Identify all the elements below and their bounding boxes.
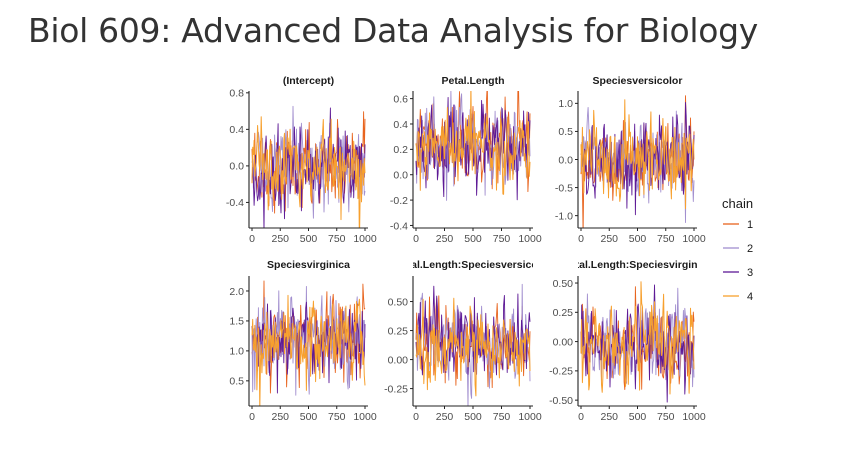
y-tick-label: -1.0 [555, 210, 573, 222]
x-tick-label: 1000 [353, 411, 377, 423]
y-tick-label: 0.50 [388, 296, 409, 308]
y-tick-label: 0.5 [229, 376, 244, 388]
title-versicolor: Speciesversicolor [593, 75, 683, 87]
y-tick-label: 0.25 [388, 325, 409, 337]
x-tick-label: 0 [578, 411, 584, 423]
y-tick-label: 0.50 [553, 278, 574, 290]
x-tick-label: 250 [271, 233, 289, 245]
x-tick-label: 500 [300, 233, 318, 245]
x-tick-label: 750 [328, 411, 346, 423]
x-tick-label: 500 [629, 233, 647, 245]
legend-label-1: 1 [747, 219, 753, 231]
x-tick-label: 0 [413, 411, 419, 423]
trace-panel: -1.0 -0.5 0.0 0.5 1.0 0 250 500 750 1000 Speciesve… [555, 75, 706, 245]
y-tick-label: 0.5 [558, 126, 573, 138]
trace-line-chain-4 [580, 281, 695, 395]
y-tick-label: 2.0 [229, 286, 244, 298]
legend-label-3: 3 [747, 267, 753, 279]
x-tick-label: 500 [464, 411, 482, 423]
title-pl-versicolor: Petal.Length:Speciesversicolor [395, 259, 551, 271]
y-tick-label: -0.25 [384, 383, 408, 395]
x-tick-label: 750 [493, 233, 511, 245]
x-tick-label: 750 [328, 233, 346, 245]
legend-label-4: 4 [747, 291, 753, 303]
legend: chain 1 2 3 4 [722, 196, 753, 303]
x-tick-label: 0 [578, 233, 584, 245]
trace-panel: 0.5 1.0 1.5 2.0 0 250 500 750 1000 Speciesvirgini… [229, 259, 376, 423]
y-tick-label: -0.2 [390, 195, 408, 207]
x-tick-label: 250 [436, 411, 454, 423]
trace-line-chain-3 [415, 285, 531, 376]
y-tick-label: 0.6 [393, 93, 408, 105]
x-tick-label: 0 [249, 411, 255, 423]
x-tick-label: 1000 [518, 233, 542, 245]
x-tick-label: 500 [300, 411, 318, 423]
trace-panel: -0.50 -0.25 0.00 0.25 0.50 0 250 500 750 1000 Peta… [549, 259, 713, 423]
y-tick-label: -0.25 [549, 366, 573, 378]
x-tick-label: 1000 [682, 411, 706, 423]
y-tick-label: -0.4 [226, 197, 244, 209]
y-tick-label: 0.0 [558, 154, 573, 166]
x-tick-label: 250 [436, 233, 454, 245]
trace-line-chain-4 [580, 99, 695, 210]
x-tick-label: 1000 [518, 411, 542, 423]
x-tick-label: 0 [249, 233, 255, 245]
y-tick-label: 0.00 [553, 336, 574, 348]
x-tick-label: 250 [271, 411, 289, 423]
trace-line-chain-4 [251, 294, 366, 406]
y-tick-label: 0.25 [553, 307, 574, 319]
y-tick-label: 0.0 [393, 170, 408, 182]
title-intercept: (Intercept) [283, 75, 334, 87]
page-title: Biol 609: Advanced Data Analysis for Bio… [28, 11, 758, 50]
x-tick-label: 0 [413, 233, 419, 245]
y-tick-label: 0.4 [393, 119, 408, 131]
trace-line-chain-4 [415, 91, 531, 195]
y-tick-label: 0.00 [388, 354, 409, 366]
trace-line-chain-4 [415, 297, 531, 397]
trace-panel: -0.4 -0.2 0.0 0.2 0.4 0.6 0 250 500 750 1000 Petal.… [390, 75, 542, 245]
y-tick-label: 0.4 [229, 124, 244, 136]
legend-label-2: 2 [747, 243, 753, 255]
x-tick-label: 1000 [682, 233, 706, 245]
y-tick-label: 0.2 [393, 144, 408, 156]
x-tick-label: 500 [464, 233, 482, 245]
y-tick-label: 1.0 [558, 98, 573, 110]
x-tick-label: 1000 [353, 233, 377, 245]
trace-panel: -0.25 0.00 0.25 0.50 0 250 500 750 1000 Petal.Len… [384, 259, 551, 423]
y-tick-label: 1.0 [229, 346, 244, 358]
title-petal-length: Petal.Length [441, 75, 504, 87]
trace-line-chain-3 [251, 107, 366, 228]
x-tick-label: 750 [493, 411, 511, 423]
legend-title: chain [722, 196, 753, 211]
y-tick-label: -0.5 [555, 182, 573, 194]
y-tick-label: -0.4 [390, 220, 408, 232]
trace-line-chain-4 [251, 116, 366, 228]
x-tick-label: 250 [600, 233, 618, 245]
y-tick-label: 0.8 [229, 88, 244, 100]
x-tick-label: 750 [657, 233, 675, 245]
title-virginica: Speciesvirginica [267, 259, 350, 271]
x-tick-label: 250 [600, 411, 618, 423]
y-tick-label: 0.0 [229, 161, 244, 173]
trace-panel: -0.4 0.0 0.4 0.8 0 250 500 750 1000 (Intercept) [226, 75, 377, 245]
y-tick-label: 1.5 [229, 316, 244, 328]
title-pl-virginica: Petal.Length:Speciesvirginica [563, 259, 713, 271]
y-tick-label: -0.50 [549, 395, 573, 407]
x-tick-label: 750 [657, 411, 675, 423]
x-tick-label: 500 [629, 411, 647, 423]
